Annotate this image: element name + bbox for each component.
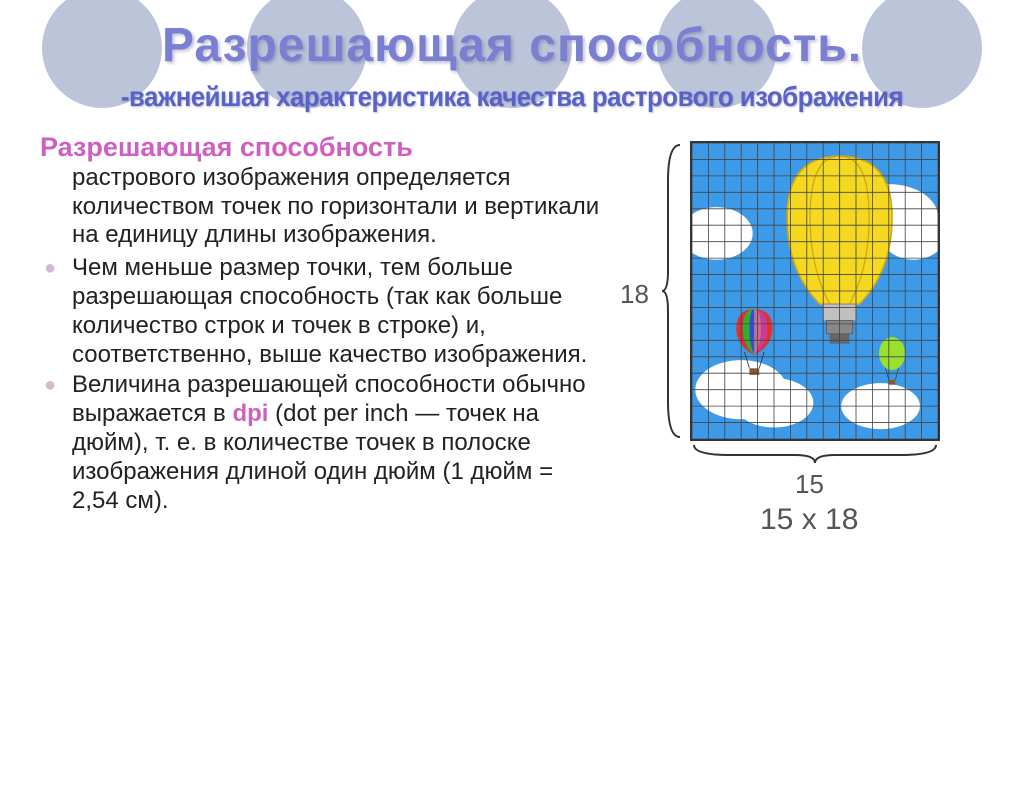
- text-column: Разрешающая способность растрового изобр…: [40, 131, 600, 517]
- bullet-item: Чем меньше размер точки, тем больше разр…: [40, 254, 600, 369]
- diagram-column: 18: [600, 131, 984, 517]
- bullet-item: Величина разрешающей способности обычно …: [40, 371, 600, 515]
- cols-label: 15: [795, 469, 824, 500]
- lead-phrase: Разрешающая способность: [40, 132, 413, 162]
- rows-label: 18: [620, 279, 649, 310]
- dpi-term: dpi: [232, 400, 268, 427]
- slide-title: Разрешающая способность.: [0, 18, 1024, 73]
- horizontal-brace: [690, 439, 940, 469]
- dimensions-label: 15 x 18: [760, 503, 858, 537]
- lead-continuation: растрового изображения определяется коли…: [40, 164, 600, 250]
- raster-grid-illustration: [690, 141, 940, 441]
- bullet-list: Чем меньше размер точки, тем больше разр…: [40, 254, 600, 515]
- slide-subtitle: -важнейшая характеристика качества растр…: [41, 81, 983, 113]
- vertical-brace: [660, 141, 686, 441]
